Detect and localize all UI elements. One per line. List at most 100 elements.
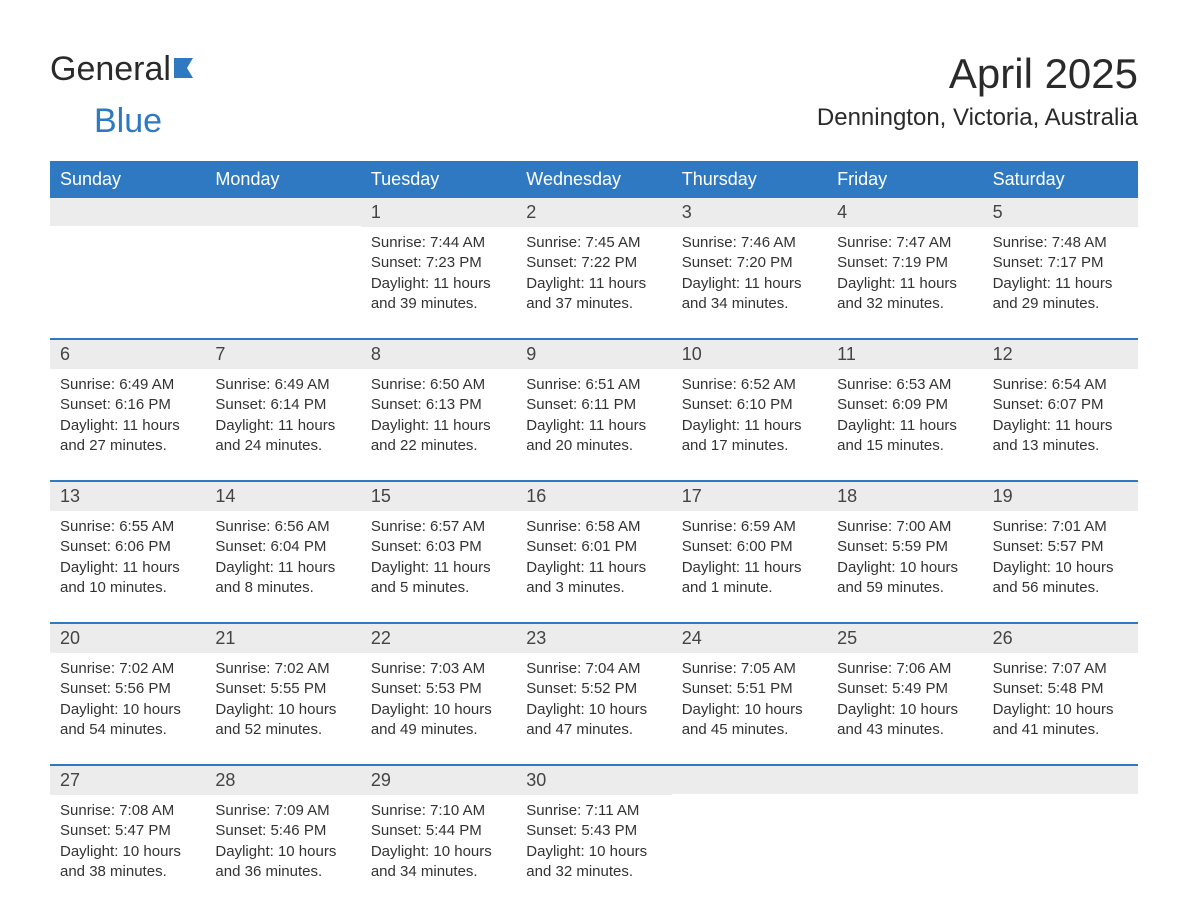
- day-number: [983, 766, 1138, 794]
- day-content-line: Sunset: 6:03 PM: [371, 537, 506, 557]
- day-content-line: and 49 minutes.: [371, 720, 506, 740]
- day-number: [827, 766, 982, 794]
- day-content-line: Sunset: 5:52 PM: [526, 679, 661, 699]
- day-content-line: Daylight: 10 hours: [215, 842, 350, 862]
- weekday-label: Wednesday: [516, 161, 671, 198]
- day-number: 6: [50, 340, 205, 369]
- day-content: [205, 226, 360, 320]
- day-content-line: Sunrise: 7:00 AM: [837, 517, 972, 537]
- day-number: 9: [516, 340, 671, 369]
- calendar-day-cell: 5Sunrise: 7:48 AMSunset: 7:17 PMDaylight…: [983, 198, 1138, 324]
- day-content-line: Daylight: 10 hours: [371, 842, 506, 862]
- day-content-line: Sunset: 6:00 PM: [682, 537, 817, 557]
- day-number: 2: [516, 198, 671, 227]
- day-content-line: Sunrise: 7:05 AM: [682, 659, 817, 679]
- day-content-line: Daylight: 11 hours: [371, 558, 506, 578]
- day-content-line: Daylight: 11 hours: [526, 416, 661, 436]
- day-content-line: Daylight: 11 hours: [837, 274, 972, 294]
- day-content-line: and 36 minutes.: [215, 862, 350, 882]
- day-number: 25: [827, 624, 982, 653]
- day-content-line: Sunrise: 7:07 AM: [993, 659, 1128, 679]
- calendar-day-cell: 29Sunrise: 7:10 AMSunset: 5:44 PMDayligh…: [361, 766, 516, 892]
- day-content-line: and 8 minutes.: [215, 578, 350, 598]
- day-content-line: Sunset: 6:01 PM: [526, 537, 661, 557]
- day-content-line: Sunset: 5:44 PM: [371, 821, 506, 841]
- title-block: April 2025 Dennington, Victoria, Austral…: [817, 50, 1138, 132]
- day-content-line: Daylight: 11 hours: [526, 274, 661, 294]
- day-content-line: Sunrise: 7:02 AM: [215, 659, 350, 679]
- day-content-line: Sunrise: 7:08 AM: [60, 801, 195, 821]
- day-content-line: Sunrise: 7:01 AM: [993, 517, 1128, 537]
- day-content: Sunrise: 7:08 AMSunset: 5:47 PMDaylight:…: [50, 795, 205, 892]
- day-content-line: and 22 minutes.: [371, 436, 506, 456]
- day-content-line: Sunset: 6:11 PM: [526, 395, 661, 415]
- day-content: [827, 794, 982, 888]
- day-number: 5: [983, 198, 1138, 227]
- day-content-line: Sunrise: 7:45 AM: [526, 233, 661, 253]
- day-content: Sunrise: 6:58 AMSunset: 6:01 PMDaylight:…: [516, 511, 671, 608]
- calendar-day-cell: 12Sunrise: 6:54 AMSunset: 6:07 PMDayligh…: [983, 340, 1138, 466]
- calendar-day-cell: 14Sunrise: 6:56 AMSunset: 6:04 PMDayligh…: [205, 482, 360, 608]
- day-content: Sunrise: 7:47 AMSunset: 7:19 PMDaylight:…: [827, 227, 982, 324]
- day-content-line: and 20 minutes.: [526, 436, 661, 456]
- day-content: Sunrise: 7:11 AMSunset: 5:43 PMDaylight:…: [516, 795, 671, 892]
- day-number: 7: [205, 340, 360, 369]
- logo-text-part1: General: [50, 50, 171, 89]
- day-content-line: Sunrise: 6:52 AM: [682, 375, 817, 395]
- logo: General: [50, 50, 209, 89]
- day-content-line: Sunset: 5:48 PM: [993, 679, 1128, 699]
- day-number: [50, 198, 205, 226]
- day-number: 10: [672, 340, 827, 369]
- calendar-grid: Sunday Monday Tuesday Wednesday Thursday…: [50, 161, 1138, 892]
- calendar-week: 20Sunrise: 7:02 AMSunset: 5:56 PMDayligh…: [50, 622, 1138, 750]
- day-content-line: Daylight: 10 hours: [993, 700, 1128, 720]
- day-content-line: Sunrise: 7:48 AM: [993, 233, 1128, 253]
- day-content-line: Sunset: 7:19 PM: [837, 253, 972, 273]
- logo-text-part2: Blue: [94, 102, 162, 140]
- day-content-line: Sunset: 5:53 PM: [371, 679, 506, 699]
- day-content-line: Sunrise: 6:49 AM: [60, 375, 195, 395]
- day-content-line: Sunset: 5:47 PM: [60, 821, 195, 841]
- calendar-day-cell: 13Sunrise: 6:55 AMSunset: 6:06 PMDayligh…: [50, 482, 205, 608]
- calendar-day-cell: 1Sunrise: 7:44 AMSunset: 7:23 PMDaylight…: [361, 198, 516, 324]
- day-number: 23: [516, 624, 671, 653]
- day-number: 15: [361, 482, 516, 511]
- weekday-label: Thursday: [672, 161, 827, 198]
- calendar-day-cell: [672, 766, 827, 892]
- calendar-week: 13Sunrise: 6:55 AMSunset: 6:06 PMDayligh…: [50, 480, 1138, 608]
- day-content-line: and 43 minutes.: [837, 720, 972, 740]
- day-content: Sunrise: 7:02 AMSunset: 5:56 PMDaylight:…: [50, 653, 205, 750]
- day-number: 16: [516, 482, 671, 511]
- day-content: Sunrise: 6:55 AMSunset: 6:06 PMDaylight:…: [50, 511, 205, 608]
- day-content-line: Sunset: 5:57 PM: [993, 537, 1128, 557]
- day-number: 3: [672, 198, 827, 227]
- day-content-line: Daylight: 10 hours: [837, 558, 972, 578]
- day-content-line: and 45 minutes.: [682, 720, 817, 740]
- calendar-day-cell: 22Sunrise: 7:03 AMSunset: 5:53 PMDayligh…: [361, 624, 516, 750]
- day-content-line: Sunrise: 7:02 AM: [60, 659, 195, 679]
- day-content: Sunrise: 7:10 AMSunset: 5:44 PMDaylight:…: [361, 795, 516, 892]
- day-content-line: Daylight: 10 hours: [60, 842, 195, 862]
- day-content: Sunrise: 7:44 AMSunset: 7:23 PMDaylight:…: [361, 227, 516, 324]
- day-content-line: Daylight: 10 hours: [526, 842, 661, 862]
- day-content-line: and 54 minutes.: [60, 720, 195, 740]
- day-content-line: Daylight: 11 hours: [993, 274, 1128, 294]
- day-content-line: and 3 minutes.: [526, 578, 661, 598]
- weekday-label: Saturday: [983, 161, 1138, 198]
- day-content-line: Sunrise: 6:50 AM: [371, 375, 506, 395]
- day-content: Sunrise: 6:59 AMSunset: 6:00 PMDaylight:…: [672, 511, 827, 608]
- day-content: Sunrise: 7:48 AMSunset: 7:17 PMDaylight:…: [983, 227, 1138, 324]
- calendar-day-cell: 20Sunrise: 7:02 AMSunset: 5:56 PMDayligh…: [50, 624, 205, 750]
- weekday-label: Tuesday: [361, 161, 516, 198]
- day-content: Sunrise: 6:56 AMSunset: 6:04 PMDaylight:…: [205, 511, 360, 608]
- day-content-line: Sunrise: 6:59 AM: [682, 517, 817, 537]
- day-number: [205, 198, 360, 226]
- day-content: Sunrise: 6:51 AMSunset: 6:11 PMDaylight:…: [516, 369, 671, 466]
- day-content-line: Sunrise: 7:44 AM: [371, 233, 506, 253]
- day-number: 28: [205, 766, 360, 795]
- calendar-day-cell: 28Sunrise: 7:09 AMSunset: 5:46 PMDayligh…: [205, 766, 360, 892]
- day-content: Sunrise: 6:49 AMSunset: 6:14 PMDaylight:…: [205, 369, 360, 466]
- day-content: Sunrise: 7:07 AMSunset: 5:48 PMDaylight:…: [983, 653, 1138, 750]
- day-content: Sunrise: 6:49 AMSunset: 6:16 PMDaylight:…: [50, 369, 205, 466]
- day-content: Sunrise: 7:02 AMSunset: 5:55 PMDaylight:…: [205, 653, 360, 750]
